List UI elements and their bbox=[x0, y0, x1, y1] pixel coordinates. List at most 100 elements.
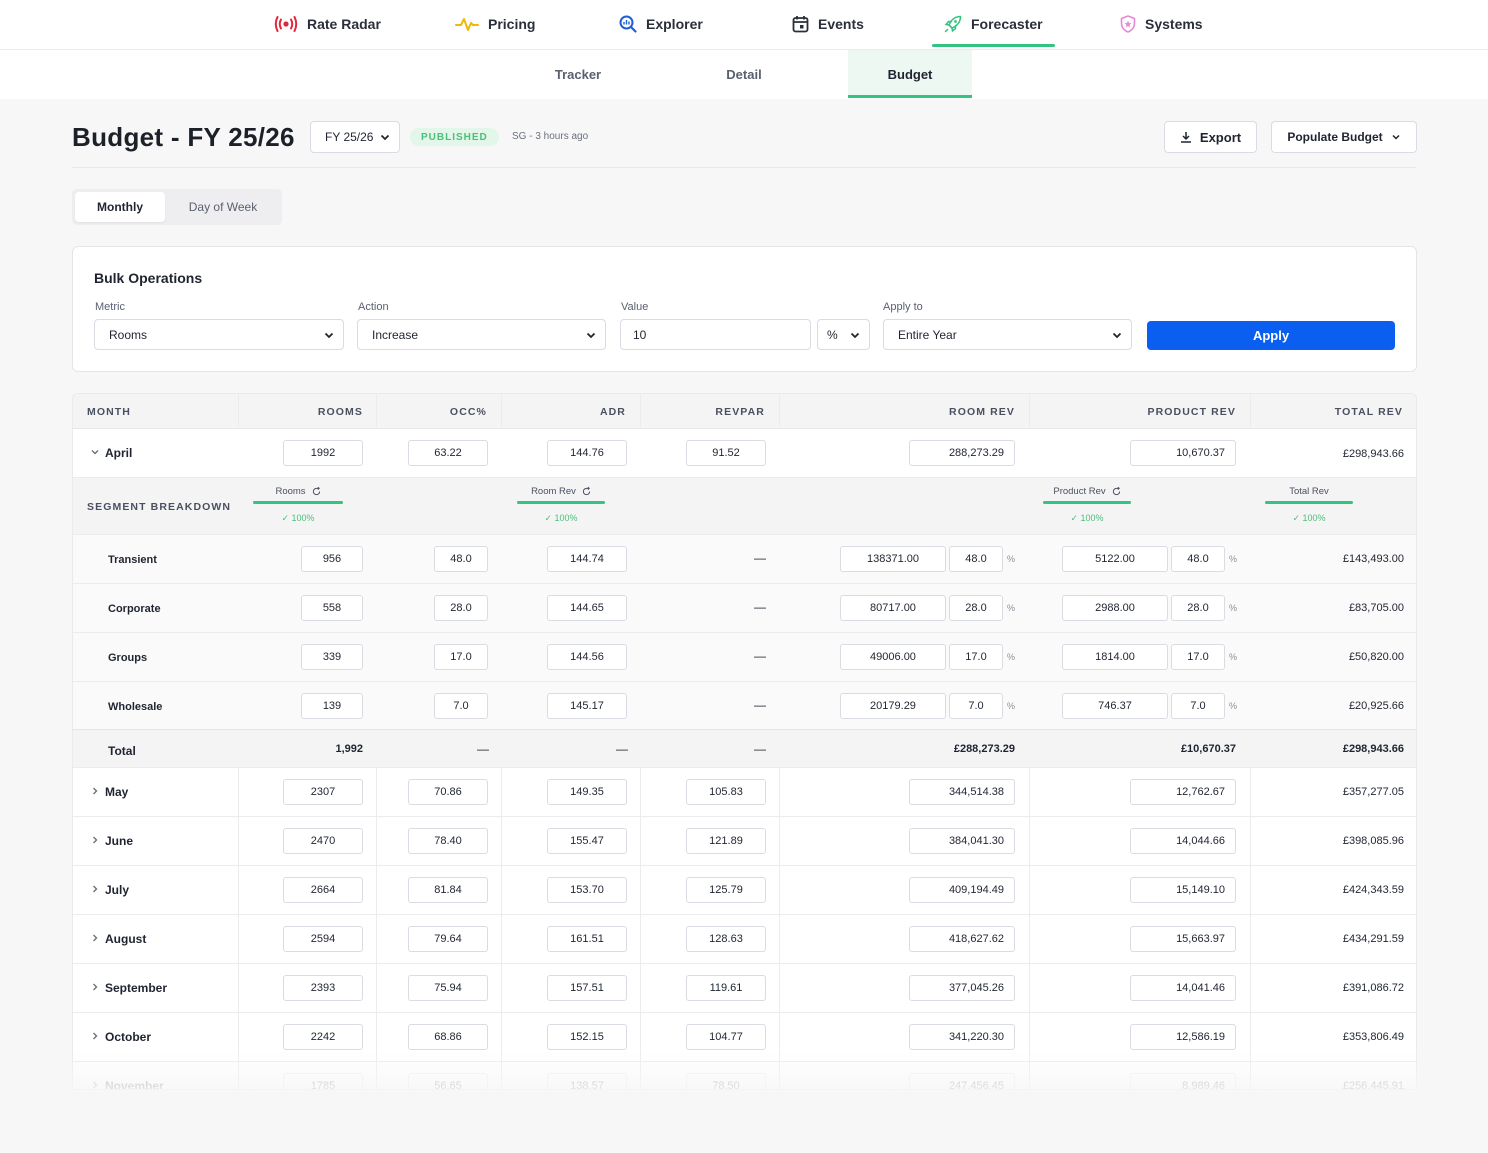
rooms-input[interactable]: 1992 bbox=[283, 440, 363, 466]
product-rev-input[interactable]: 5122.00 bbox=[1062, 546, 1168, 572]
occ-input[interactable]: 75.94 bbox=[408, 975, 488, 1001]
room-rev-input[interactable]: 138371.00 bbox=[840, 546, 946, 572]
revpar-input[interactable]: 104.77 bbox=[686, 1024, 766, 1050]
fiscal-year-select[interactable]: FY 25/26 bbox=[310, 121, 400, 153]
rooms-input[interactable]: 339 bbox=[301, 644, 363, 670]
adr-input[interactable]: 157.51 bbox=[547, 975, 627, 1001]
export-button[interactable]: Export bbox=[1164, 121, 1257, 153]
populate-budget-button[interactable]: Populate Budget bbox=[1271, 121, 1417, 153]
product-rev-input[interactable]: 14,041.46 bbox=[1130, 975, 1236, 1001]
chevron-down-icon[interactable] bbox=[90, 447, 100, 457]
revpar-input[interactable]: 128.63 bbox=[686, 926, 766, 952]
occ-input[interactable]: 70.86 bbox=[408, 779, 488, 805]
unit-select[interactable]: % bbox=[817, 319, 870, 350]
adr-input[interactable]: 161.51 bbox=[547, 926, 627, 952]
chevron-right-icon[interactable] bbox=[90, 786, 100, 796]
chevron-right-icon[interactable] bbox=[90, 835, 100, 845]
product-rev-input[interactable]: 12,762.67 bbox=[1130, 779, 1236, 805]
nav-item-pricing[interactable]: Pricing bbox=[455, 0, 535, 48]
revpar-input[interactable]: 91.52 bbox=[686, 440, 766, 466]
nav-item-events[interactable]: Events bbox=[792, 0, 864, 48]
room-share-input[interactable]: 17.0 bbox=[949, 644, 1003, 670]
rooms-input[interactable]: 139 bbox=[301, 693, 363, 719]
chevron-right-icon[interactable] bbox=[90, 1080, 100, 1090]
occ-input[interactable]: 81.84 bbox=[408, 877, 488, 903]
rooms-input[interactable]: 2594 bbox=[283, 926, 363, 952]
product-rev-input[interactable]: 2988.00 bbox=[1062, 595, 1168, 621]
product-rev-input[interactable]: 14,044.66 bbox=[1130, 828, 1236, 854]
toggle-monthly[interactable]: Monthly bbox=[75, 192, 165, 222]
rooms-input[interactable]: 2664 bbox=[283, 877, 363, 903]
refresh-icon[interactable] bbox=[312, 487, 321, 496]
product-rev-input[interactable]: 10,670.37 bbox=[1130, 440, 1236, 466]
adr-input[interactable]: 144.74 bbox=[547, 546, 627, 572]
product-rev-input[interactable]: 8,989.46 bbox=[1130, 1073, 1236, 1089]
apply-button[interactable]: Apply bbox=[1147, 321, 1395, 350]
adr-input[interactable]: 152.15 bbox=[547, 1024, 627, 1050]
adr-input[interactable]: 144.76 bbox=[547, 440, 627, 466]
revpar-input[interactable]: 121.89 bbox=[686, 828, 766, 854]
room-rev-input[interactable]: 247,456.45 bbox=[909, 1073, 1015, 1089]
rooms-input[interactable]: 2242 bbox=[283, 1024, 363, 1050]
action-select[interactable]: Increase bbox=[357, 319, 606, 350]
room-rev-input[interactable]: 418,627.62 bbox=[909, 926, 1015, 952]
occ-input[interactable]: 78.40 bbox=[408, 828, 488, 854]
tab-detail[interactable]: Detail bbox=[726, 66, 762, 82]
room-rev-input[interactable]: 341,220.30 bbox=[909, 1024, 1015, 1050]
product-rev-input[interactable]: 746.37 bbox=[1062, 693, 1168, 719]
occ-input[interactable]: 63.22 bbox=[408, 440, 488, 466]
nav-item-systems[interactable]: Systems bbox=[1120, 0, 1203, 48]
adr-input[interactable]: 144.56 bbox=[547, 644, 627, 670]
chevron-right-icon[interactable] bbox=[90, 933, 100, 943]
adr-input[interactable]: 145.17 bbox=[547, 693, 627, 719]
occ-input[interactable]: 28.0 bbox=[434, 595, 488, 621]
nav-item-forecaster[interactable]: Forecaster bbox=[932, 0, 1055, 48]
occ-input[interactable]: 68.86 bbox=[408, 1024, 488, 1050]
product-share-input[interactable]: 28.0 bbox=[1171, 595, 1225, 621]
room-rev-input[interactable]: 377,045.26 bbox=[909, 975, 1015, 1001]
nav-item-rate-radar[interactable]: Rate Radar bbox=[274, 0, 381, 48]
room-rev-input[interactable]: 20179.29 bbox=[840, 693, 946, 719]
nav-item-explorer[interactable]: Explorer bbox=[619, 0, 703, 48]
rooms-input[interactable]: 2393 bbox=[283, 975, 363, 1001]
room-share-input[interactable]: 48.0 bbox=[949, 546, 1003, 572]
product-rev-input[interactable]: 1814.00 bbox=[1062, 644, 1168, 670]
value-input[interactable]: 10 bbox=[620, 319, 811, 350]
tab-budget[interactable]: Budget bbox=[848, 50, 972, 98]
rooms-input[interactable]: 1785 bbox=[283, 1073, 363, 1089]
rooms-input[interactable]: 956 bbox=[301, 546, 363, 572]
room-rev-input[interactable]: 80717.00 bbox=[840, 595, 946, 621]
product-share-input[interactable]: 48.0 bbox=[1171, 546, 1225, 572]
occ-input[interactable]: 79.64 bbox=[408, 926, 488, 952]
refresh-icon[interactable] bbox=[582, 487, 591, 496]
adr-input[interactable]: 153.70 bbox=[547, 877, 627, 903]
chevron-right-icon[interactable] bbox=[90, 982, 100, 992]
toggle-day-of-week[interactable]: Day of Week bbox=[188, 200, 258, 214]
chevron-right-icon[interactable] bbox=[90, 884, 100, 894]
room-rev-input[interactable]: 384,041.30 bbox=[909, 828, 1015, 854]
room-share-input[interactable]: 7.0 bbox=[949, 693, 1003, 719]
rooms-input[interactable]: 558 bbox=[301, 595, 363, 621]
room-rev-input[interactable]: 409,194.49 bbox=[909, 877, 1015, 903]
adr-input[interactable]: 144.65 bbox=[547, 595, 627, 621]
adr-input[interactable]: 155.47 bbox=[547, 828, 627, 854]
product-share-input[interactable]: 17.0 bbox=[1171, 644, 1225, 670]
apply-to-select[interactable]: Entire Year bbox=[883, 319, 1132, 350]
occ-input[interactable]: 48.0 bbox=[434, 546, 488, 572]
product-share-input[interactable]: 7.0 bbox=[1171, 693, 1225, 719]
room-rev-input[interactable]: 49006.00 bbox=[840, 644, 946, 670]
revpar-input[interactable]: 119.61 bbox=[686, 975, 766, 1001]
room-rev-input[interactable]: 288,273.29 bbox=[909, 440, 1015, 466]
metric-select[interactable]: Rooms bbox=[94, 319, 344, 350]
occ-input[interactable]: 7.0 bbox=[434, 693, 488, 719]
chevron-right-icon[interactable] bbox=[90, 1031, 100, 1041]
room-share-input[interactable]: 28.0 bbox=[949, 595, 1003, 621]
adr-input[interactable]: 149.35 bbox=[547, 779, 627, 805]
revpar-input[interactable]: 125.79 bbox=[686, 877, 766, 903]
product-rev-input[interactable]: 15,663.97 bbox=[1130, 926, 1236, 952]
room-rev-input[interactable]: 344,514.38 bbox=[909, 779, 1015, 805]
revpar-input[interactable]: 105.83 bbox=[686, 779, 766, 805]
product-rev-input[interactable]: 15,149.10 bbox=[1130, 877, 1236, 903]
refresh-icon[interactable] bbox=[1112, 487, 1121, 496]
adr-input[interactable]: 138.57 bbox=[547, 1073, 627, 1089]
